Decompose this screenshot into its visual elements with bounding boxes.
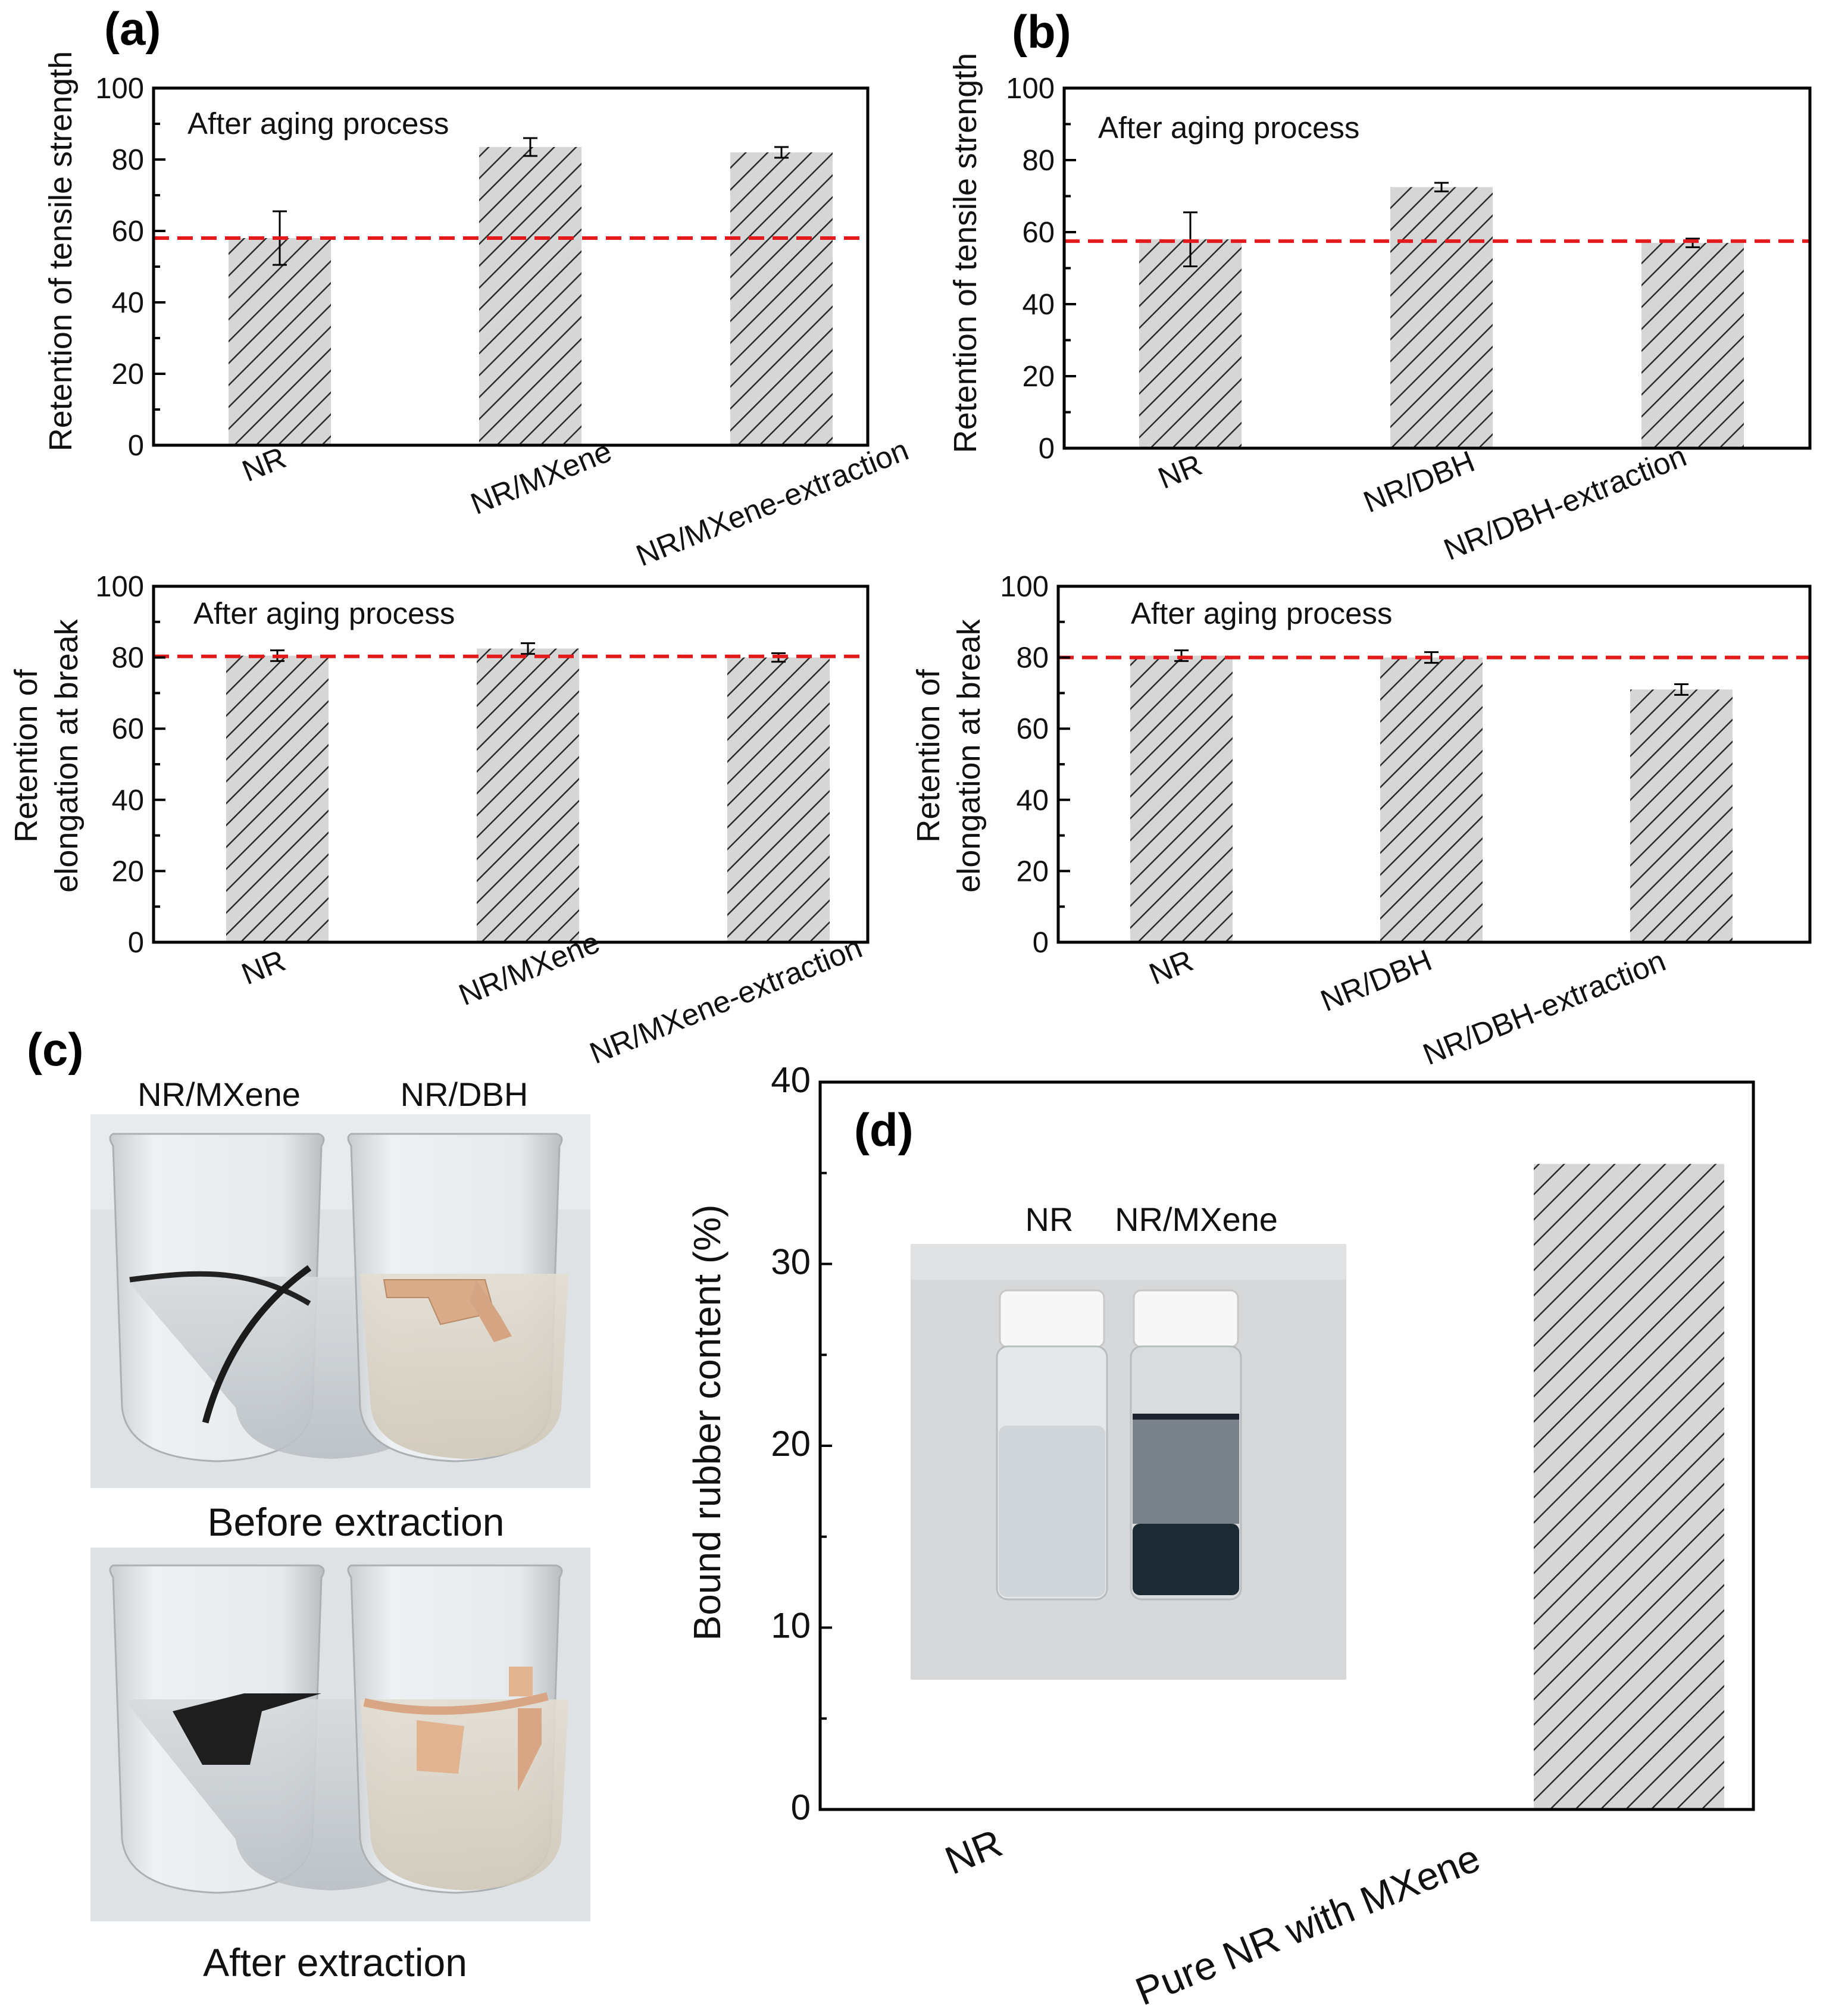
annotation-text: After aging process — [1131, 596, 1392, 630]
panel-b-elongation-chart: After aging process Retention of elongat… — [911, 571, 1812, 1071]
error-bar-nr — [1183, 211, 1197, 267]
error-bar-nr-dbh — [1424, 651, 1439, 664]
y-axis-label: Retention of tensile strength — [43, 51, 79, 451]
panel-label-c: (c) — [27, 1023, 83, 1076]
y-axis-label-line-2: elongation at break — [951, 618, 987, 892]
panel-label-a: (a) — [104, 2, 161, 55]
y-tick-label: 20 — [111, 358, 144, 390]
y-tick-label: 20 — [1016, 855, 1049, 887]
y-tick-label: 80 — [111, 642, 144, 674]
inset-vial-photo — [911, 1244, 1346, 1680]
beaker-label-nr-mxene: NR/MXene — [137, 1076, 301, 1113]
y-axis-label-line-1: Retention of — [8, 668, 44, 842]
y-tick-label: 60 — [1016, 713, 1049, 745]
y-axis-label: Bound rubber content (%) — [686, 1205, 728, 1641]
y-tick-label: 40 — [1022, 289, 1055, 321]
category-label-nr: NR — [939, 1821, 1008, 1883]
y-tick-label: 40 — [771, 1060, 811, 1100]
error-bar-nr-dbh-extraction — [1674, 683, 1689, 696]
panel-d-bound-rubber-chart: Bound rubber content (%) 0 10 20 30 40 (d) N… — [686, 1060, 1755, 2014]
y-axis-label-line-1: Retention of — [911, 668, 946, 842]
y-tick-label: 0 — [128, 430, 144, 462]
y-tick-label: 0 — [128, 927, 144, 959]
category-label-nr-dbh-extraction: NR/DBH-extraction — [1439, 439, 1691, 567]
bar-nr-dbh-extraction — [1630, 689, 1733, 942]
bar-pure-nr-with-mxene — [1534, 1164, 1724, 1809]
y-tick-label: 100 — [95, 73, 144, 105]
bar-nr-mxene-extraction — [727, 657, 830, 942]
y-tick-label: 30 — [771, 1242, 811, 1282]
category-label-pure-nr-with-mxene: Pure NR with MXene — [1130, 1836, 1486, 2014]
category-label-nr-mxene-extraction: NR/MXene-extraction — [585, 930, 867, 1070]
caption-before-extraction: Before extraction — [208, 1500, 505, 1544]
bar-nr — [1130, 655, 1233, 942]
bar-nr — [1139, 239, 1242, 448]
error-bar-nr-mxene — [523, 137, 537, 157]
bar-nr-mxene-extraction — [730, 152, 833, 445]
y-axis-label: Retention of tensile strength — [948, 53, 983, 453]
panel-label-b: (b) — [1012, 5, 1071, 58]
category-label-nr-dbh: NR/DBH — [1316, 943, 1437, 1018]
y-tick-label: 0 — [1039, 433, 1055, 465]
y-tick-label: 80 — [1016, 642, 1049, 674]
bar-nr-mxene — [479, 147, 581, 445]
bar-nr — [226, 655, 329, 942]
photo-before-extraction — [90, 1114, 590, 1488]
y-tick-label: 60 — [111, 215, 144, 248]
y-tick-label: 100 — [95, 571, 144, 603]
bar-nr-dbh — [1390, 187, 1493, 448]
y-tick-label: 100 — [1000, 571, 1049, 603]
caption-after-extraction: After extraction — [203, 1940, 467, 1984]
y-tick-label: 20 — [771, 1424, 811, 1464]
panel-b-tensile-chart: (b) After aging process Retention of ten… — [948, 5, 1812, 567]
y-tick-label: 20 — [1022, 361, 1055, 393]
category-label-nr: NR — [237, 943, 290, 991]
category-label-nr: NR — [237, 440, 291, 488]
y-tick-label: 80 — [111, 144, 144, 176]
bar-nr-dbh-extraction — [1641, 243, 1744, 448]
y-tick-label: 60 — [1022, 217, 1055, 249]
category-label-nr: NR — [1153, 448, 1207, 495]
annotation-text: After aging process — [193, 596, 455, 630]
y-tick-label: 100 — [1006, 73, 1055, 105]
y-tick-label: 60 — [111, 713, 144, 745]
annotation-text: After aging process — [1098, 111, 1359, 145]
beaker-label-nr-dbh: NR/DBH — [401, 1076, 529, 1113]
y-tick-label: 40 — [111, 784, 144, 817]
annotation-text: After aging process — [187, 107, 449, 140]
bar-nr-mxene — [477, 648, 579, 942]
bar-nr — [229, 238, 331, 445]
error-bar-nr-dbh — [1434, 182, 1449, 193]
y-tick-label: 20 — [111, 855, 144, 887]
bar-nr-dbh — [1380, 657, 1483, 942]
error-bar-nr-mxene-extraction — [774, 146, 789, 159]
panel-label-d: (d) — [854, 1104, 914, 1156]
error-bar-nr-mxene — [521, 642, 535, 655]
panel-c-photos: (c) NR/MXene NR/DBH Before extraction — [27, 1023, 590, 1984]
category-label-nr: NR — [1145, 943, 1198, 991]
y-tick-label: 40 — [1016, 784, 1049, 817]
y-tick-label: 0 — [791, 1787, 811, 1827]
vial-label-nr-mxene: NR/MXene — [1115, 1201, 1278, 1238]
vial-label-nr: NR — [1025, 1201, 1074, 1238]
y-axis-label-line-2: elongation at break — [49, 618, 85, 892]
category-label-nr-dbh-extraction: NR/DBH-extraction — [1418, 943, 1670, 1071]
panel-a-tensile-chart: (a) After aging process Retention of ten… — [43, 2, 913, 573]
y-tick-label: 40 — [111, 287, 144, 319]
category-label-nr-mxene: NR/MXene — [466, 434, 617, 521]
category-label-nr-mxene-extraction: NR/MXene-extraction — [631, 433, 913, 573]
y-tick-label: 80 — [1022, 145, 1055, 177]
y-tick-label: 0 — [1033, 927, 1049, 959]
y-tick-label: 10 — [771, 1606, 811, 1646]
photo-after-extraction — [90, 1548, 590, 1921]
panel-a-elongation-chart: After aging process Retention of elongat… — [8, 571, 870, 1070]
category-label-nr-dbh: NR/DBH — [1359, 444, 1480, 519]
